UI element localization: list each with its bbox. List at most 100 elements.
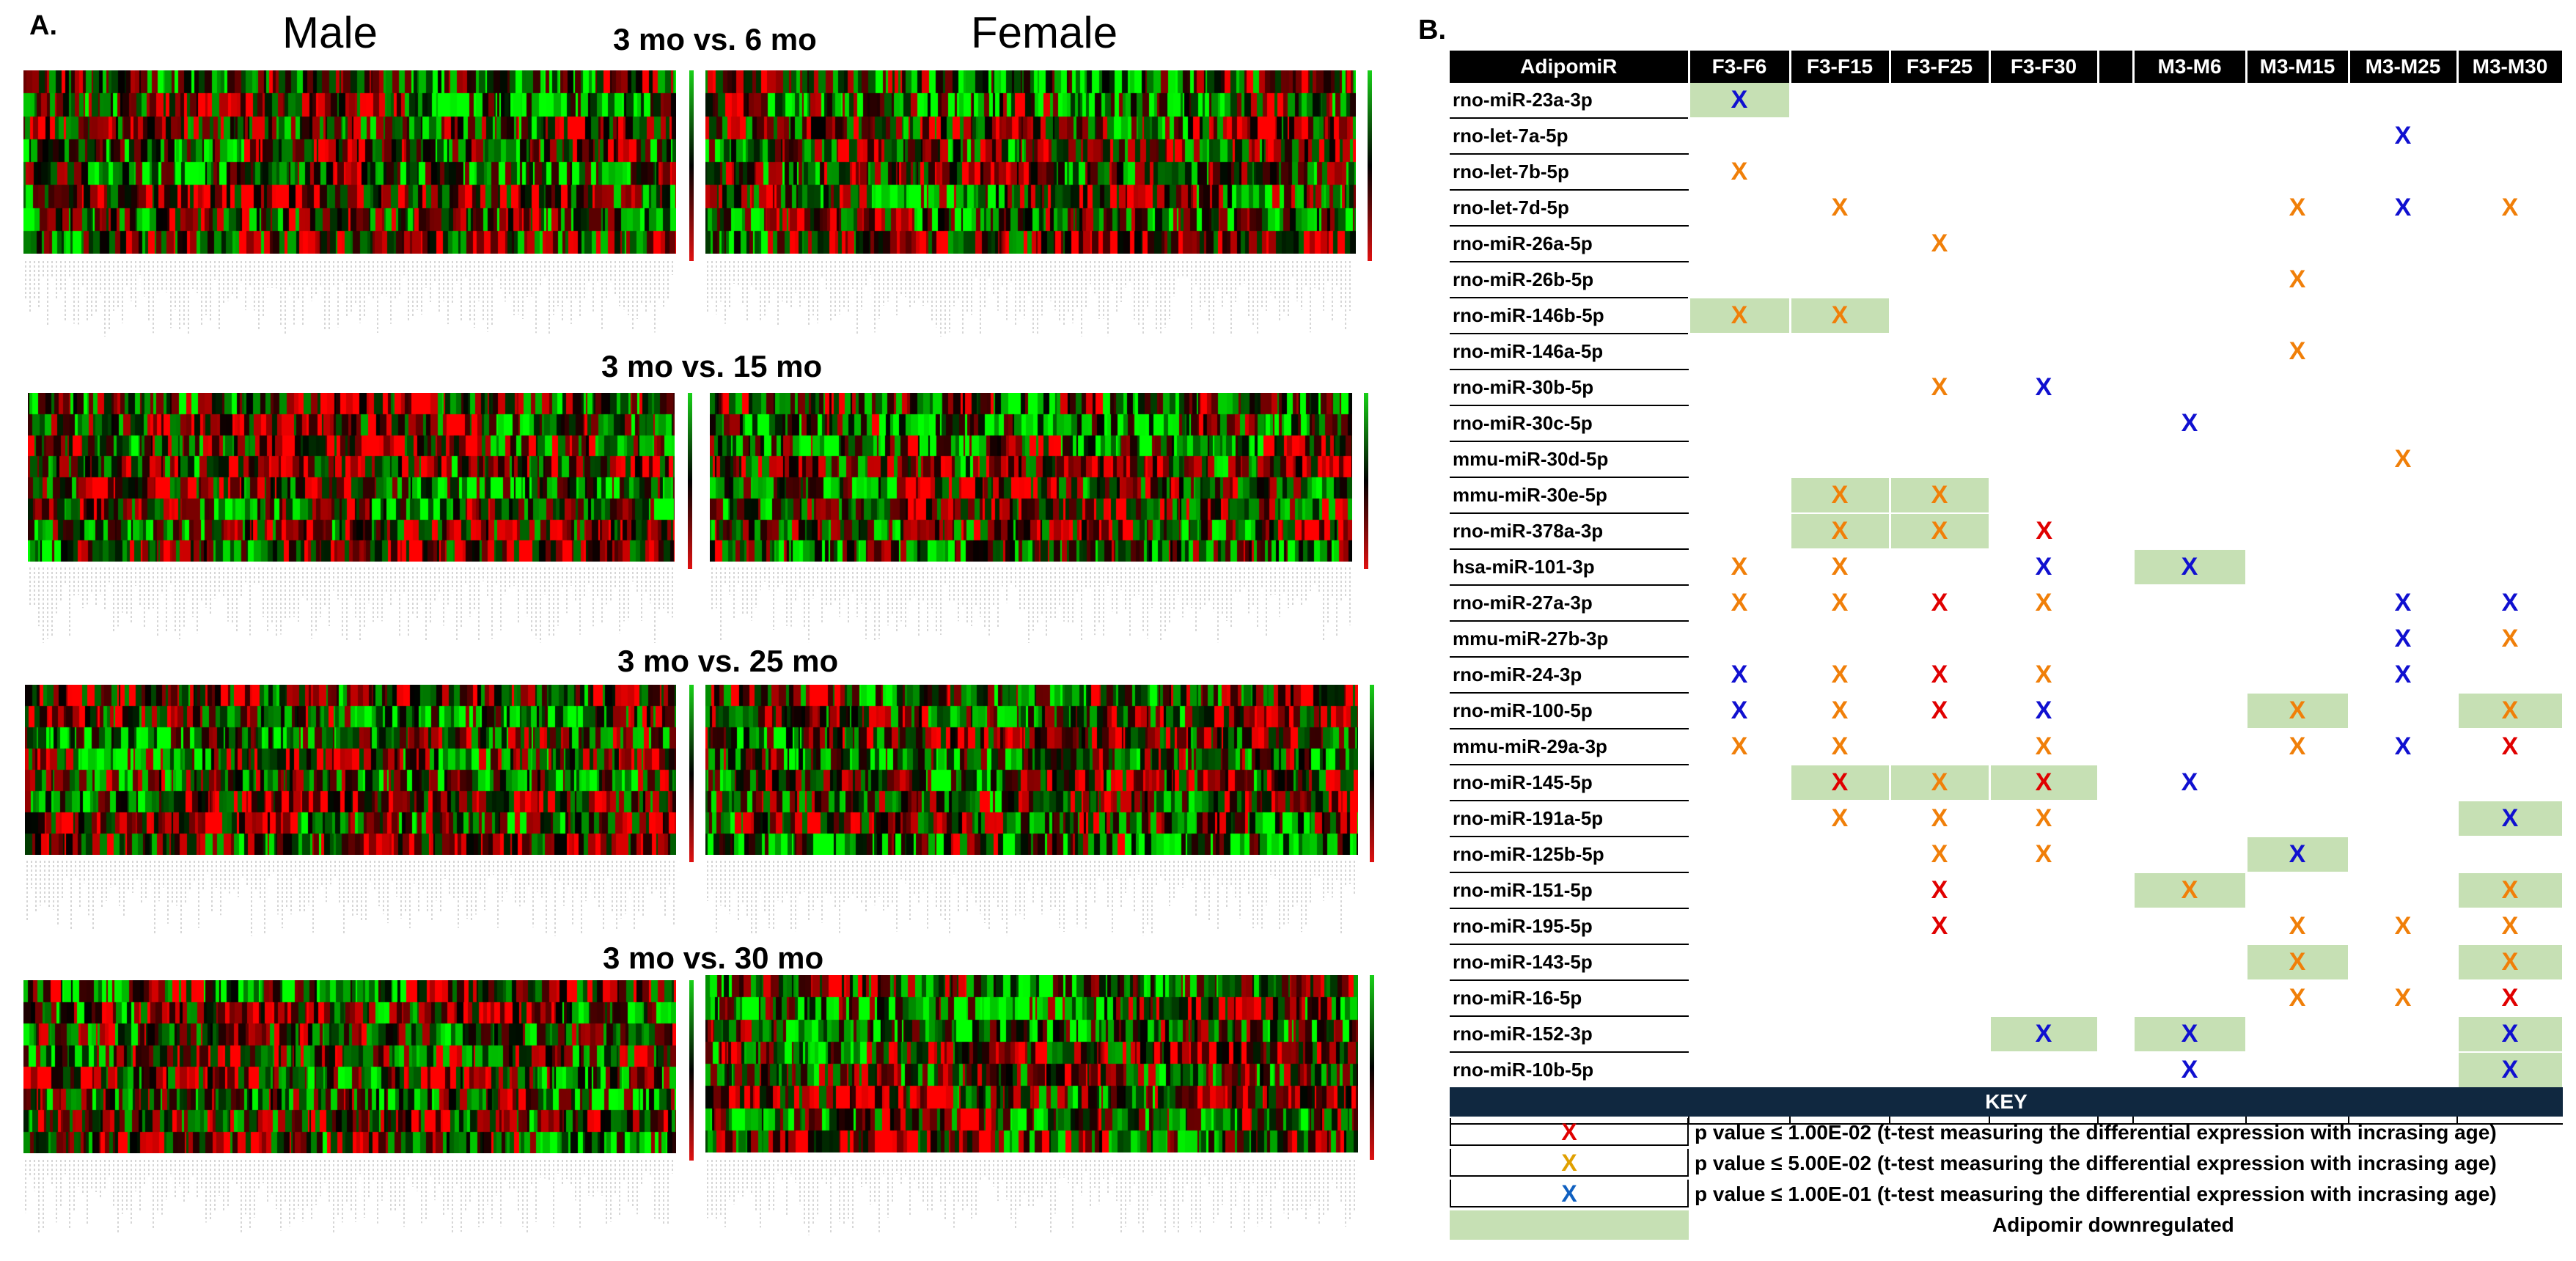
mirna-name: rno-let-7a-5p [1450,118,1689,155]
significance-cell: X [1689,657,1790,694]
significance-cell [1890,262,1989,298]
header-col-8: M3-M30 [2457,51,2564,83]
significance-cell [2246,657,2349,694]
significance-cell [1989,262,2098,298]
significance-cell [1890,441,1989,478]
significance-cell [2133,477,2246,514]
significance-cell: X [1689,693,1790,729]
significance-cell: X [2245,693,2350,729]
significance-cell: X [2456,801,2564,837]
key-header: KEY [1450,1087,2563,1117]
significance-cell [2349,154,2457,191]
mirna-name: rno-miR-10b-5p [1450,1052,1689,1089]
significance-cell [2349,801,2457,837]
key-text-red: p value ≤ 1.00E-02 (t-test measuring the… [1695,1121,2497,1144]
significance-cell: X [2133,1052,2246,1089]
mirna-name: rno-let-7b-5p [1450,154,1689,191]
key-mark-red: X [1450,1118,1689,1146]
significance-cell: X [2349,190,2457,227]
mirna-name: rno-miR-26b-5p [1450,262,1689,298]
significance-cell: X [1989,370,2098,406]
table-row: rno-miR-143-5p X X [1450,944,2564,981]
significance-cell [1790,1052,1890,1089]
panel-b-label: B. [1418,15,1446,45]
mirna-name: rno-miR-195-5p [1450,908,1689,945]
female-scale-bar-2 [1370,685,1374,862]
table-row: rno-miR-30b-5p X X [1450,370,2563,406]
male-dendrogram-1 [29,567,673,643]
significance-cell [2246,513,2349,550]
significance-cell [1989,83,2098,119]
significance-cell: X [1989,513,2098,550]
significance-cell [2457,118,2563,155]
significance-cell [2133,334,2246,370]
significance-cell [1689,1016,1790,1053]
significance-cell: X [2349,908,2457,945]
significance-cell [2457,370,2563,406]
significance-cell [1790,908,1890,945]
significance-cell: X [1988,765,2099,801]
female-dendrogram-2 [707,861,1355,936]
significance-cell [2246,226,2349,262]
significance-cell [1989,872,2098,909]
significance-cell [2133,154,2246,191]
table-row: rno-miR-100-5p X X X X X X [1450,693,2564,729]
female-scale-bar-3 [1370,975,1374,1160]
mirna-name: rno-miR-378a-3p [1450,513,1689,550]
significance-cell: X [1890,226,1989,262]
significance-cell: X [1890,801,1989,837]
significance-cell [2098,226,2133,262]
significance-cell [2098,370,2133,406]
significance-cell [2349,837,2457,873]
significance-cell [2349,513,2457,550]
significance-cell: X [1890,837,1989,873]
significance-cell: X [2133,405,2246,442]
significance-cell [1890,118,1989,155]
mirna-name: rno-miR-146a-5p [1450,334,1689,370]
significance-cell [1989,621,2098,658]
significance-cell: X [2133,765,2246,801]
significance-cell [2457,549,2563,586]
significance-cell [1989,908,2098,945]
significance-cell [2349,693,2457,729]
significance-cell [2098,441,2133,478]
mirna-name: rno-miR-145-5p [1450,765,1689,801]
female-dendrogram-1 [711,567,1351,643]
table-row: rno-miR-10b-5p X X [1450,1052,2564,1089]
significance-cell: X [2456,693,2564,729]
significance-cell [2246,549,2349,586]
significance-cell: X [1788,513,1891,550]
panel-a-label: A. [29,10,57,41]
table-row: rno-miR-378a-3p X X X [1450,513,2563,550]
significance-cell [1689,908,1790,945]
comparison-title-6mo: 3 mo vs. 6 mo [613,22,817,56]
significance-cell: X [2246,262,2349,298]
significance-cell [1790,154,1890,191]
significance-cell [2133,370,2246,406]
significance-cell [1989,1052,2098,1089]
significance-cell: X [2456,1052,2564,1089]
significance-cell [1890,154,1989,191]
significance-cell: X [1989,693,2098,729]
significance-cell: X [2457,980,2563,1017]
significance-cell: X [1890,693,1989,729]
significance-cell [1989,477,2098,514]
significance-cell [2098,837,2133,873]
significance-cell [1790,262,1890,298]
male-scale-bar-3 [689,980,694,1161]
mirna-name: rno-miR-151-5p [1450,872,1689,909]
significance-cell [2133,118,2246,155]
significance-cell: X [1989,549,2098,586]
significance-cell [1689,477,1790,514]
mirna-name: mmu-miR-30e-5p [1450,477,1689,514]
significance-cell [2098,334,2133,370]
mirna-name: rno-let-7d-5p [1450,190,1689,227]
table-row: rno-miR-24-3p X X X X X [1450,657,2563,694]
header-col-3: F3-F30 [1989,51,2099,83]
header-col-0: F3-F6 [1689,51,1791,83]
significance-cell [1890,190,1989,227]
table-row: rno-miR-191a-5p X X X X [1450,801,2564,837]
significance-cell [2133,729,2246,765]
significance-cell [2098,585,2133,622]
significance-cell [2457,154,2563,191]
